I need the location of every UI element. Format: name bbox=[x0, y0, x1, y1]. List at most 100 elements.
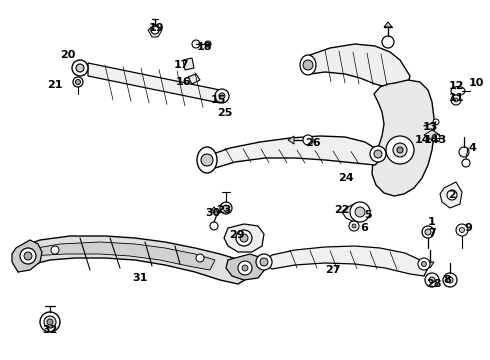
Circle shape bbox=[352, 224, 356, 228]
Polygon shape bbox=[183, 58, 194, 70]
Circle shape bbox=[459, 147, 469, 157]
Ellipse shape bbox=[300, 55, 316, 75]
Circle shape bbox=[196, 254, 204, 262]
Polygon shape bbox=[148, 24, 162, 37]
Circle shape bbox=[350, 202, 370, 222]
Text: 4: 4 bbox=[468, 143, 476, 153]
Circle shape bbox=[44, 316, 56, 328]
Polygon shape bbox=[262, 246, 428, 276]
Circle shape bbox=[421, 261, 426, 266]
Text: 11: 11 bbox=[448, 93, 464, 103]
Polygon shape bbox=[25, 242, 215, 270]
Circle shape bbox=[443, 273, 457, 287]
Circle shape bbox=[47, 319, 53, 325]
Polygon shape bbox=[88, 63, 220, 103]
Polygon shape bbox=[210, 207, 218, 212]
Text: 31: 31 bbox=[132, 273, 147, 283]
Circle shape bbox=[151, 26, 159, 34]
Polygon shape bbox=[12, 240, 42, 272]
Circle shape bbox=[236, 230, 252, 246]
Text: 22: 22 bbox=[334, 205, 350, 215]
Circle shape bbox=[201, 154, 213, 166]
Circle shape bbox=[303, 135, 313, 145]
Text: 7: 7 bbox=[428, 228, 436, 238]
Circle shape bbox=[386, 136, 414, 164]
Text: 27: 27 bbox=[325, 265, 341, 275]
Polygon shape bbox=[226, 254, 266, 280]
Circle shape bbox=[349, 221, 359, 231]
Circle shape bbox=[40, 312, 60, 332]
Circle shape bbox=[393, 143, 407, 157]
Text: 24: 24 bbox=[338, 173, 354, 183]
Text: 6: 6 bbox=[360, 223, 368, 233]
Circle shape bbox=[425, 273, 439, 287]
Circle shape bbox=[76, 64, 84, 72]
Circle shape bbox=[205, 41, 211, 47]
Text: 9: 9 bbox=[464, 223, 472, 233]
Circle shape bbox=[73, 77, 83, 87]
Text: 26: 26 bbox=[305, 138, 321, 148]
Text: 5: 5 bbox=[364, 210, 372, 220]
Circle shape bbox=[242, 265, 248, 271]
Polygon shape bbox=[18, 236, 250, 284]
Circle shape bbox=[303, 60, 313, 70]
Circle shape bbox=[432, 134, 440, 142]
Text: 23: 23 bbox=[216, 205, 232, 215]
Text: 10: 10 bbox=[468, 78, 484, 88]
Circle shape bbox=[192, 40, 200, 48]
Circle shape bbox=[238, 261, 252, 275]
Text: 16: 16 bbox=[175, 77, 191, 87]
Polygon shape bbox=[384, 22, 392, 27]
Text: 143: 143 bbox=[423, 135, 446, 145]
Circle shape bbox=[422, 226, 434, 238]
Circle shape bbox=[382, 36, 394, 48]
Circle shape bbox=[210, 222, 218, 230]
Polygon shape bbox=[342, 204, 366, 222]
Text: 30: 30 bbox=[205, 208, 221, 218]
Circle shape bbox=[215, 89, 229, 103]
Polygon shape bbox=[224, 224, 264, 252]
Text: 2: 2 bbox=[448, 190, 456, 200]
Text: 15: 15 bbox=[210, 95, 226, 105]
Polygon shape bbox=[288, 136, 294, 144]
Circle shape bbox=[456, 224, 468, 236]
Text: 13: 13 bbox=[422, 122, 438, 132]
Circle shape bbox=[256, 254, 272, 270]
Circle shape bbox=[260, 258, 268, 266]
Polygon shape bbox=[188, 74, 200, 84]
Text: 12: 12 bbox=[448, 81, 464, 91]
Circle shape bbox=[429, 277, 435, 283]
Polygon shape bbox=[372, 80, 434, 196]
Text: 20: 20 bbox=[60, 50, 75, 60]
Circle shape bbox=[447, 277, 453, 283]
Circle shape bbox=[51, 246, 59, 254]
Text: 14: 14 bbox=[414, 135, 430, 145]
Circle shape bbox=[425, 229, 431, 235]
Circle shape bbox=[355, 207, 365, 217]
Ellipse shape bbox=[197, 147, 217, 173]
Circle shape bbox=[240, 234, 248, 242]
Text: 19: 19 bbox=[148, 23, 164, 33]
Text: 29: 29 bbox=[229, 230, 245, 240]
Circle shape bbox=[220, 202, 232, 214]
Circle shape bbox=[223, 205, 229, 211]
Circle shape bbox=[433, 119, 439, 125]
Text: 17: 17 bbox=[173, 60, 189, 70]
Circle shape bbox=[454, 98, 458, 102]
Circle shape bbox=[24, 252, 32, 260]
Polygon shape bbox=[426, 262, 434, 268]
Circle shape bbox=[462, 159, 470, 167]
Text: 21: 21 bbox=[47, 80, 63, 90]
Polygon shape bbox=[208, 136, 382, 168]
Text: 28: 28 bbox=[426, 279, 442, 289]
Circle shape bbox=[460, 228, 465, 233]
Text: 8: 8 bbox=[443, 275, 451, 285]
Circle shape bbox=[72, 60, 88, 76]
Ellipse shape bbox=[451, 86, 465, 95]
Circle shape bbox=[418, 258, 430, 270]
Circle shape bbox=[374, 150, 382, 158]
Text: 18: 18 bbox=[196, 42, 212, 52]
Circle shape bbox=[447, 190, 457, 200]
Circle shape bbox=[370, 146, 386, 162]
Text: 32: 32 bbox=[42, 325, 58, 335]
